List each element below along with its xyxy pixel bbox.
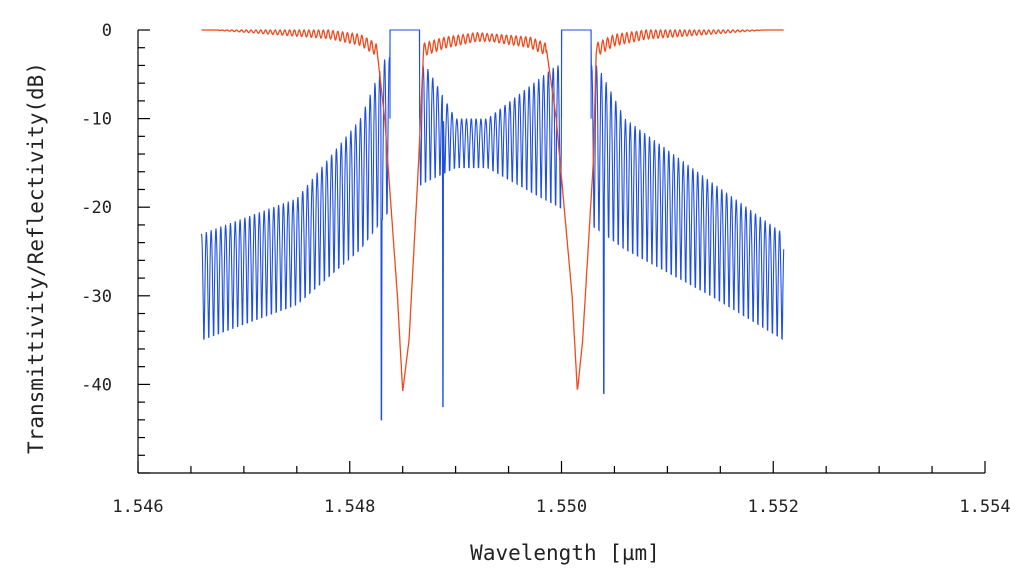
- series-line-transmission: [200, 29, 785, 421]
- ticks: [137, 29, 986, 474]
- y-axis-title: Transmittivity/Reflectivity(dB): [24, 62, 48, 454]
- series-layer: [200, 28, 785, 421]
- x-tick-label: 1.546: [112, 497, 163, 517]
- tick-labels: 1.546 1.548 1.550 1.552 1.554 0 -10 -20 -30 -40: [81, 21, 1010, 517]
- x-tick-label: 1.550: [536, 497, 587, 517]
- series-line-reflection: [201, 28, 784, 392]
- y-tick-label: -20: [81, 198, 112, 218]
- y-tick-label: -30: [81, 287, 112, 307]
- y-tick-label: 0: [102, 21, 112, 41]
- x-tick-label: 1.554: [959, 497, 1010, 517]
- y-tick-label: -10: [81, 110, 112, 130]
- x-tick-label: 1.548: [324, 497, 375, 517]
- x-axis-title: Wavelength [µm]: [470, 541, 660, 565]
- x-tick-label: 1.552: [748, 497, 799, 517]
- y-tick-label: -40: [81, 375, 112, 395]
